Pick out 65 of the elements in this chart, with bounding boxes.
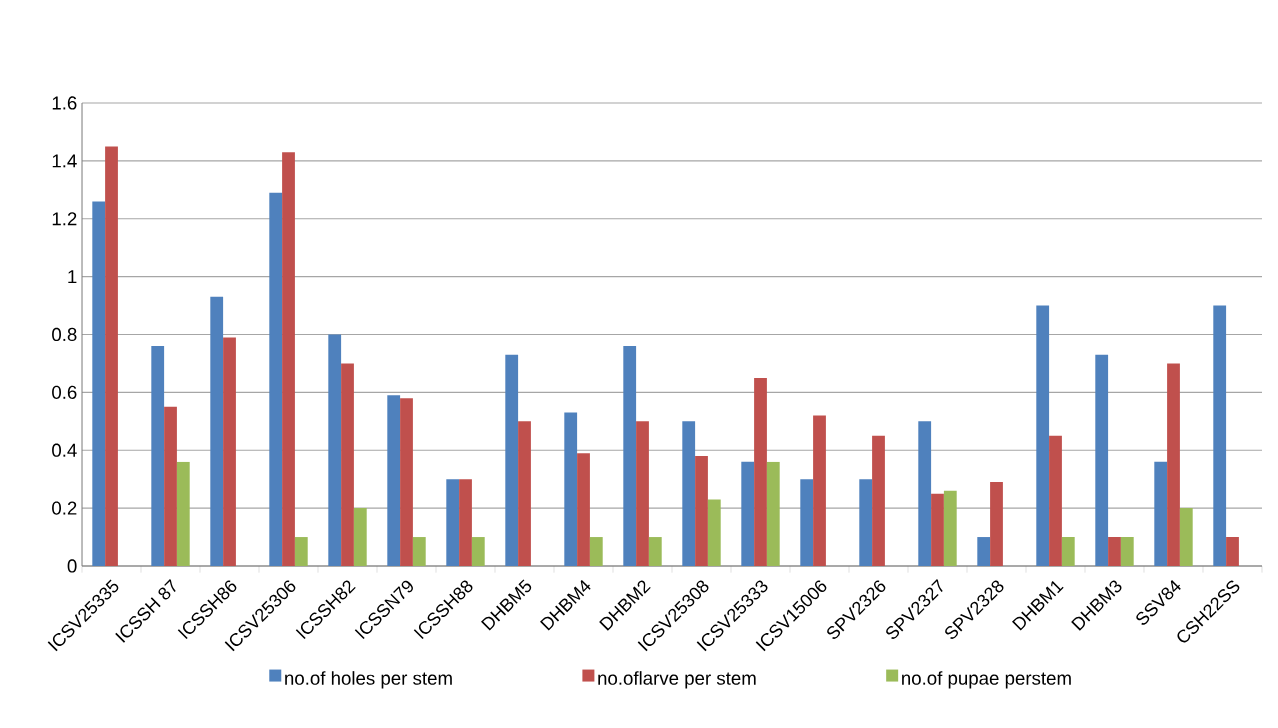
bar: [459, 479, 472, 566]
bar: [1154, 461, 1168, 566]
bar: [341, 363, 354, 566]
bar: [282, 152, 295, 566]
y-tick-label: 1.6: [52, 96, 77, 110]
bar: [387, 395, 401, 566]
bar: [623, 346, 637, 566]
y-tick-label: 0.6: [52, 385, 77, 399]
y-tick-label: 0: [67, 559, 77, 573]
bar: [92, 201, 106, 566]
y-tick-label: 0.4: [52, 443, 77, 457]
bar: [754, 377, 767, 566]
bar: [1179, 508, 1193, 566]
bar: [707, 499, 721, 566]
bar: [518, 421, 531, 566]
y-tick-label: 1.2: [52, 212, 77, 226]
bar: [943, 490, 957, 566]
bar: [210, 296, 224, 566]
y-tick-label: 1: [68, 270, 77, 284]
bar: [151, 346, 165, 566]
bar: [741, 461, 755, 566]
bar: [589, 537, 603, 566]
bar: [505, 354, 519, 566]
bar: [328, 334, 342, 566]
bar: [977, 537, 991, 566]
y-tick-label: 0.2: [52, 501, 77, 515]
bar: [400, 398, 413, 566]
bar: [859, 479, 873, 566]
bar: [1167, 363, 1180, 566]
bar: [294, 537, 308, 566]
bar: [931, 493, 944, 566]
bar: [223, 337, 236, 566]
y-tick-label: 1.4: [52, 154, 77, 168]
y-tick-label: 0.8: [52, 327, 77, 342]
bar: [1036, 305, 1050, 566]
bar: [353, 508, 367, 566]
bar: [1213, 305, 1227, 566]
bar: [577, 453, 590, 566]
bar: [1120, 537, 1134, 566]
bar: [872, 435, 885, 566]
bar: [105, 146, 118, 566]
bar: [813, 415, 826, 566]
bar: [766, 461, 780, 566]
bar: [636, 421, 649, 566]
bar: [918, 421, 932, 566]
bar: [164, 406, 177, 566]
bar: [1095, 354, 1109, 566]
bar: [564, 412, 578, 566]
bar: [176, 461, 190, 566]
bar: [1049, 435, 1062, 566]
bar: [682, 421, 696, 566]
bar: [648, 537, 662, 566]
bar: [990, 482, 1003, 566]
legend-label: no.of pupae perstem: [902, 671, 1071, 689]
bar: [471, 537, 485, 566]
bar: [1226, 537, 1239, 566]
bar: [1061, 537, 1075, 566]
bar: [269, 192, 283, 566]
bar: [446, 479, 460, 566]
legend-label: no.of holes per stem: [285, 671, 452, 689]
bar: [800, 479, 814, 566]
bar: [695, 456, 708, 566]
bar: [412, 537, 426, 566]
legend-label: no.oflarve per stem: [598, 671, 756, 689]
bar: [1108, 537, 1121, 566]
